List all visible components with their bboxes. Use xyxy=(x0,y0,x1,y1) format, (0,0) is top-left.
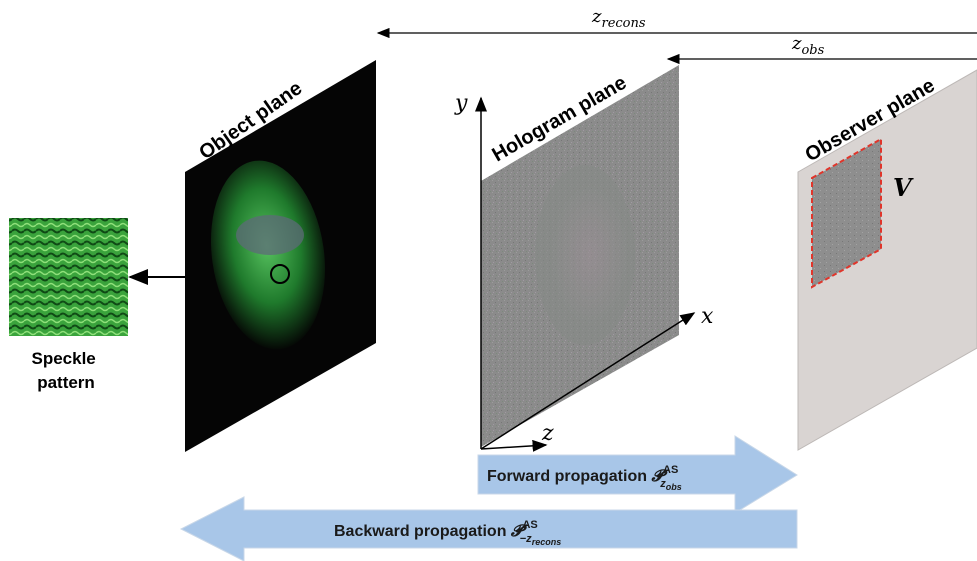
speckle-label-line2: pattern xyxy=(37,373,95,392)
svg-text:zrecons: zrecons xyxy=(591,6,646,31)
viewing-window xyxy=(811,137,882,289)
speckle-image xyxy=(9,218,128,336)
z-recons-distance: zrecons xyxy=(376,6,977,39)
speckle-label-line1: Speckle xyxy=(32,349,96,368)
backward-superscript: AS xyxy=(522,519,537,531)
z-obs-distance: zobs xyxy=(666,33,977,65)
z-recons-subscript: recons xyxy=(601,16,645,31)
hologram-plane: Hologram plane xyxy=(481,65,679,447)
svg-text:Backward propagation 𝓟AS−zrec: Backward propagation 𝓟AS −zrecons xyxy=(334,519,561,547)
x-axis xyxy=(480,312,696,450)
svg-text:Speckle pattern: Speckle pattern xyxy=(32,349,101,392)
viewing-window-label: V xyxy=(893,173,914,202)
backward-propagation-arrow: Backward propagation 𝓟AS −zrecons xyxy=(179,496,798,561)
backward-arrow-shape xyxy=(179,496,798,561)
forward-arrow-shape xyxy=(477,435,798,514)
forward-propagation-arrow: Forward propagation 𝓟AS zobs xyxy=(477,435,798,514)
speckle-sample-circle xyxy=(270,264,290,284)
z-axis xyxy=(480,439,548,452)
forward-superscript: AS xyxy=(663,464,678,476)
z-axis-label: z xyxy=(541,421,554,446)
car-image xyxy=(210,160,326,350)
z-obs-label: z xyxy=(791,33,802,54)
backward-subscript-sub: recons xyxy=(532,537,562,547)
coordinate-axes: y x z xyxy=(454,91,714,452)
car-windshield xyxy=(236,215,304,255)
forward-subscript-sub: obs xyxy=(666,482,682,492)
forward-subscript: z xyxy=(659,478,666,490)
forward-label: Forward propagation xyxy=(487,468,651,485)
backward-subscript: −z xyxy=(520,533,532,545)
hologram-center-pattern xyxy=(535,165,635,345)
z-obs-subscript: obs xyxy=(801,43,824,58)
x-axis-label: x xyxy=(701,304,714,329)
z-recons-label: z xyxy=(591,6,602,27)
observer-plane: V Observer plane xyxy=(797,69,977,451)
svg-text:zobs: zobs xyxy=(791,33,825,58)
object-plane: Object plane xyxy=(185,60,376,452)
backward-label: Backward propagation xyxy=(334,523,511,540)
y-axis-label: y xyxy=(454,91,468,116)
